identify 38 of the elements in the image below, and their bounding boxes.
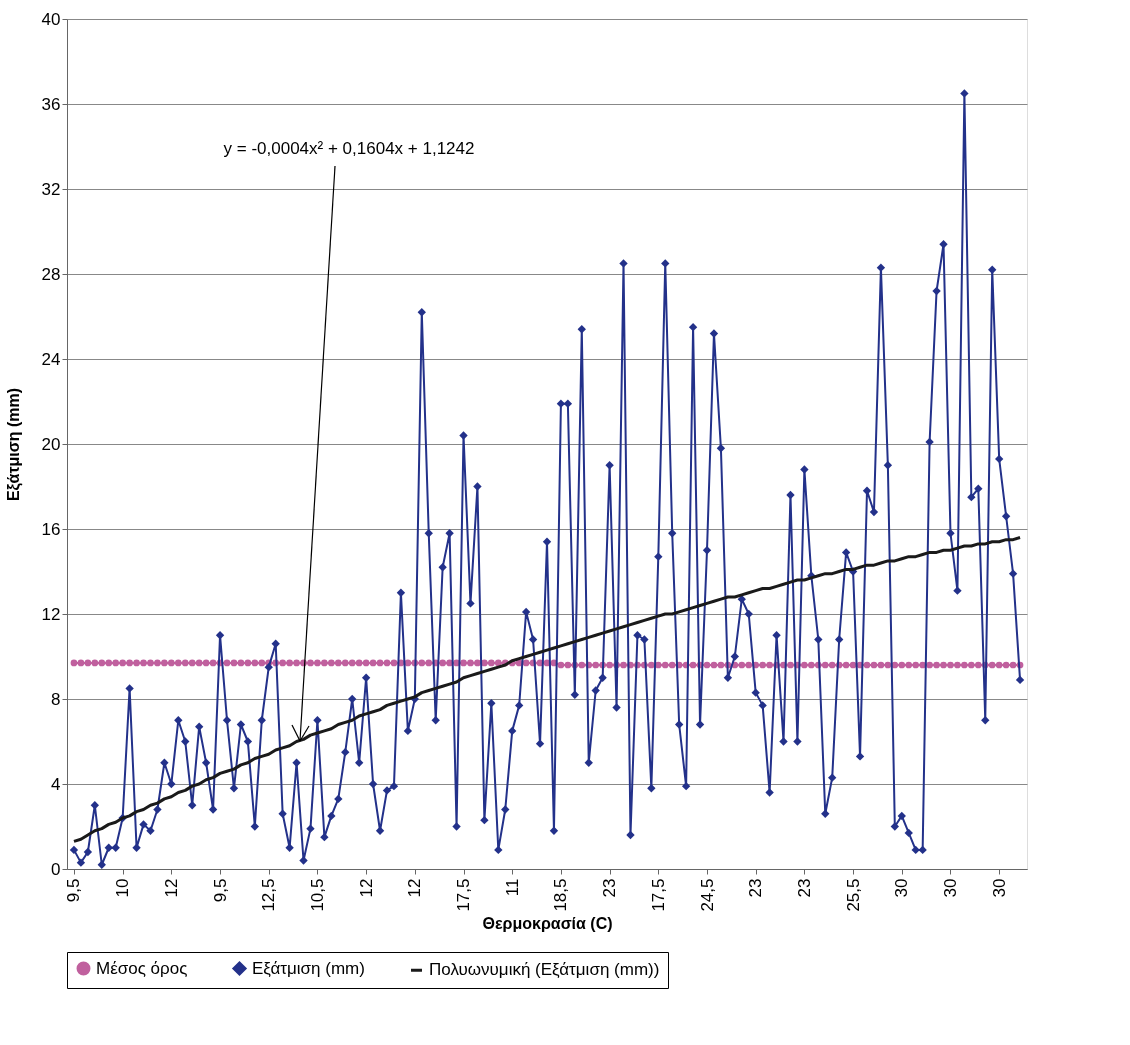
x-tick-label: 9,5: [64, 878, 84, 903]
y-axis-title: Εξάτμιση (mm): [4, 387, 23, 502]
legend-label: Μέσος όρος: [96, 958, 188, 978]
x-tick-label: 23: [600, 878, 620, 898]
x-tick-label: 24,5: [697, 878, 717, 912]
x-tick-label: 17,5: [454, 878, 474, 912]
x-tick-label: 10,5: [307, 878, 327, 912]
y-tick-label: 8: [51, 689, 61, 709]
y-tick-label: 24: [41, 349, 61, 369]
x-axis-title: Θερμοκρασία (C): [482, 914, 613, 932]
x-tick-label: 12: [356, 878, 376, 898]
y-tick-label: 32: [41, 179, 61, 199]
y-tick-label: 20: [41, 434, 61, 454]
x-tick-label: 12: [161, 878, 181, 898]
y-tick-label: 0: [51, 859, 61, 879]
x-tick-label: 30: [989, 878, 1009, 898]
x-tick-label: 9,5: [210, 878, 230, 903]
y-tick-label: 36: [41, 94, 61, 114]
x-tick-label: 12,5: [259, 878, 279, 912]
x-tick-label: 11: [502, 878, 522, 897]
x-tick-label: 23: [794, 878, 814, 898]
x-tick-label: 12: [405, 878, 425, 898]
y-tick-label: 4: [51, 774, 61, 794]
legend-label: Πολυωνυμική (Εξάτμιση (mm)): [429, 960, 660, 980]
annotation: y = -0,0004x² + 0,1604x + 1,1242: [223, 139, 475, 158]
y-tick-label: 12: [41, 604, 61, 624]
legend-label: Εξάτμιση (mm): [252, 958, 365, 978]
x-tick-label: 23: [746, 878, 766, 898]
x-tick-label: 18,5: [551, 878, 571, 912]
y-tick-label: 16: [41, 519, 61, 539]
x-tick-label: 30: [940, 878, 960, 898]
y-tick-label: 40: [41, 9, 61, 29]
line-series: [72, 536, 1022, 843]
x-tick-label: 17,5: [648, 878, 668, 912]
y-tick-label: 28: [41, 264, 61, 284]
x-tick-label: 25,5: [843, 878, 863, 912]
x-tick-label: 30: [892, 878, 912, 898]
x-tick-label: 10: [113, 878, 133, 898]
